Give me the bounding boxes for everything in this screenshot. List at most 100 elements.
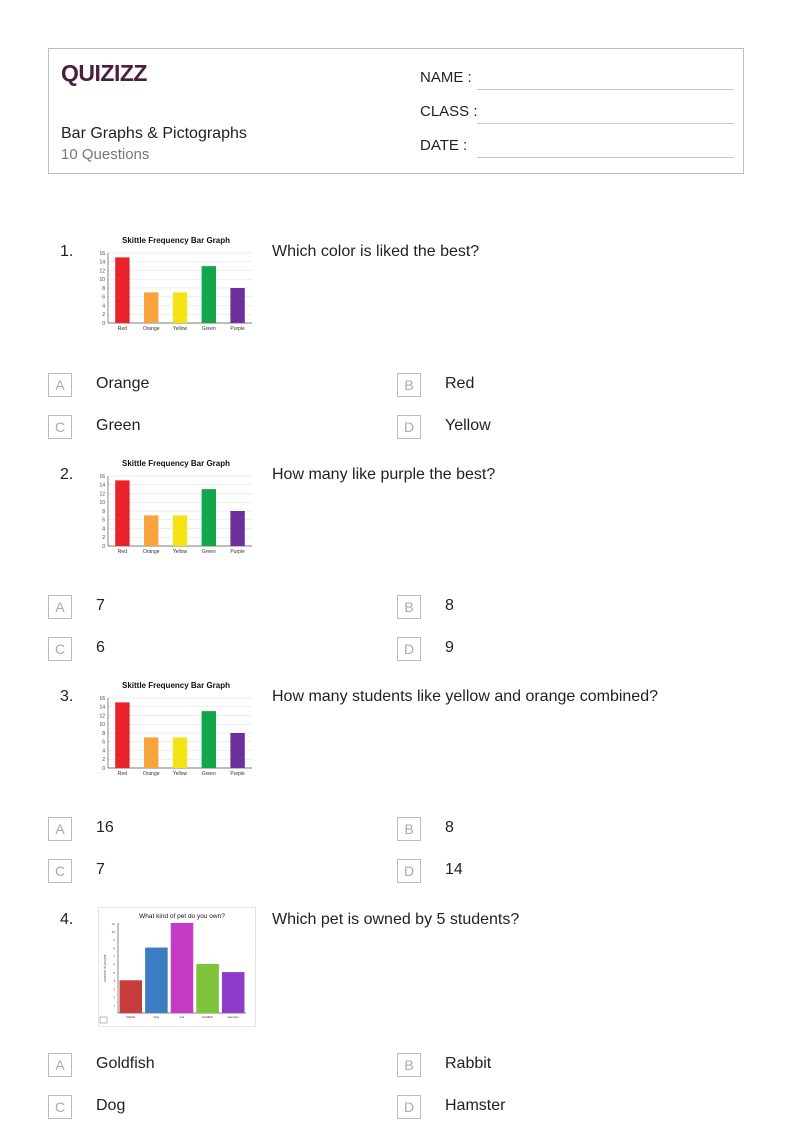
x-tick-label: Goldfish — [202, 1015, 213, 1019]
worksheet-header: QUIZIZZ Bar Graphs & Pictographs 10 Ques… — [48, 48, 744, 174]
y-tick-label: 0 — [102, 544, 105, 550]
y-tick-label: 3 — [113, 987, 115, 991]
bar — [172, 515, 188, 546]
bar — [115, 480, 130, 546]
skittle-bar-chart: Skittle Frequency Bar Graph 0 2 4 6 8 10 12 14 16… — [99, 681, 252, 777]
y-tick-label: 10 — [99, 500, 105, 506]
bar — [230, 288, 245, 323]
y-tick-label: 14 — [99, 705, 105, 711]
name-label: NAME : — [420, 69, 472, 86]
skittle-bar-chart: Skittle Frequency Bar Graph 0 2 4 6 8 10 12 14 16… — [99, 459, 252, 555]
y-axis-label: number of people — [103, 954, 107, 981]
bar — [119, 980, 143, 1013]
question-text: Which pet is owned by 5 students? — [272, 911, 520, 928]
option-letter: B — [397, 817, 421, 841]
y-tick-label: 14 — [99, 483, 105, 489]
y-tick-label: 0 — [102, 766, 105, 772]
chart-title: Skittle Frequency Bar Graph — [122, 459, 230, 468]
option-letter: A — [48, 595, 72, 619]
bar — [144, 737, 159, 768]
option-letter: B — [397, 373, 421, 397]
x-tick-label: Rabbit — [126, 1015, 135, 1019]
bar — [230, 733, 245, 768]
option-text: 6 — [96, 639, 105, 656]
y-tick-label: 12 — [99, 713, 105, 719]
option-text: Hamster — [445, 1097, 506, 1114]
x-tick-label: Red — [118, 549, 127, 555]
bar — [230, 511, 245, 546]
x-tick-label: Yellow — [173, 771, 188, 777]
y-tick-label: 1 — [113, 1004, 115, 1008]
bar — [172, 737, 188, 768]
y-tick-label: 4 — [102, 303, 105, 309]
logo-text: QUIZIZZ — [61, 60, 147, 86]
option-text: Yellow — [445, 417, 491, 434]
bar — [196, 963, 219, 1013]
option-text: Goldfish — [96, 1055, 155, 1072]
x-tick-label: Purple — [230, 326, 245, 332]
class-line[interactable] — [477, 123, 734, 124]
option-text: 8 — [445, 597, 454, 614]
y-tick-label: 4 — [113, 979, 115, 983]
y-tick-label: 6 — [102, 295, 105, 301]
bar — [170, 923, 194, 1013]
option-letter: B — [397, 1053, 421, 1077]
date-field[interactable]: DATE : — [420, 137, 734, 158]
y-tick-label: 0 — [102, 321, 105, 327]
x-tick-label: Orange — [143, 549, 160, 555]
y-tick-label: 8 — [102, 509, 105, 515]
option-letter: D — [397, 1095, 421, 1119]
bar — [221, 972, 245, 1013]
option-text: 16 — [96, 819, 114, 836]
option-text: Red — [445, 375, 475, 392]
bar — [145, 947, 168, 1013]
question-number: 4. — [60, 911, 74, 928]
chart-title: What kind of pet do you own? — [139, 913, 225, 920]
y-tick-label: 8 — [113, 946, 115, 950]
y-tick-label: 2 — [102, 312, 105, 318]
worksheet-title: Bar Graphs & Pictographs — [61, 125, 247, 142]
bar — [201, 711, 216, 768]
option-text: Rabbit — [445, 1055, 492, 1072]
option-text: 7 — [96, 861, 105, 878]
chart-title: Skittle Frequency Bar Graph — [122, 236, 230, 245]
y-tick-label: 11 — [112, 922, 115, 926]
y-tick-label: 12 — [99, 268, 105, 274]
y-tick-label: 10 — [99, 277, 105, 283]
name-line[interactable] — [477, 89, 734, 90]
question-text: Which color is liked the best? — [272, 243, 480, 260]
y-tick-label: 4 — [102, 748, 105, 754]
x-tick-label: Orange — [143, 771, 160, 777]
expand-icon — [99, 1016, 108, 1024]
question-number: 3. — [60, 688, 74, 705]
option-letter: A — [48, 373, 72, 397]
x-tick-label: Cat — [180, 1015, 185, 1019]
class-field[interactable]: CLASS : — [420, 103, 734, 124]
skittle-bar-chart: Skittle Frequency Bar Graph 0 2 4 6 8 10 12 14 16… — [99, 236, 252, 332]
y-tick-label: 9 — [113, 938, 115, 942]
pet-bar-chart: What kind of pet do you own? 1 2 3 4 5 6 7 8 9 10 1… — [98, 907, 256, 1027]
y-tick-label: 16 — [99, 251, 105, 257]
y-tick-label: 2 — [113, 995, 115, 999]
option-letter: C — [48, 637, 72, 661]
bar — [201, 266, 216, 323]
question-text: How many students like yellow and orange… — [272, 688, 658, 705]
y-tick-label: 16 — [99, 474, 105, 480]
x-tick-label: Green — [202, 326, 216, 332]
date-label: DATE : — [420, 137, 468, 154]
bar — [201, 489, 216, 546]
date-line[interactable] — [477, 157, 734, 158]
y-tick-label: 10 — [99, 722, 105, 728]
x-tick-label: Dog — [154, 1015, 160, 1019]
option-text: Orange — [96, 375, 150, 392]
y-tick-label: 10 — [112, 930, 116, 934]
x-tick-label: Orange — [143, 326, 160, 332]
option-text: 14 — [445, 861, 463, 878]
y-tick-label: 5 — [113, 971, 115, 975]
option-letter: C — [48, 1095, 72, 1119]
bar — [144, 292, 159, 323]
name-field[interactable]: NAME : — [420, 69, 734, 90]
chart-title: Skittle Frequency Bar Graph — [122, 681, 230, 690]
option-letter: C — [48, 859, 72, 883]
y-tick-label: 8 — [102, 286, 105, 292]
